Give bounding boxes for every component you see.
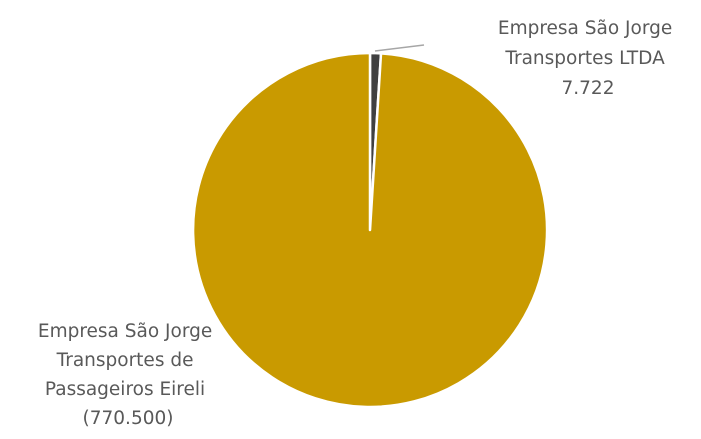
label-ltda-line-2: Transportes LTDA <box>504 48 665 69</box>
label-ltda-value: 7.722 <box>562 78 615 99</box>
pie-slice-eireli <box>191 51 549 409</box>
label-ltda-line-1: Empresa São Jorge <box>498 18 672 39</box>
leader-line-ltda <box>374 44 425 52</box>
label-eireli-line-1: Empresa São Jorge <box>38 321 212 342</box>
data-label-ltda: Empresa São Jorge Transportes LTDA 7.722 <box>498 18 678 99</box>
label-eireli-value: (770.500) <box>83 408 174 429</box>
pie-slices <box>191 51 549 409</box>
label-eireli-line-3: Passageiros Eireli <box>45 379 205 400</box>
data-label-eireli: Empresa São Jorge Transportes de Passage… <box>38 321 218 429</box>
label-eireli-line-2: Transportes de <box>56 350 194 371</box>
